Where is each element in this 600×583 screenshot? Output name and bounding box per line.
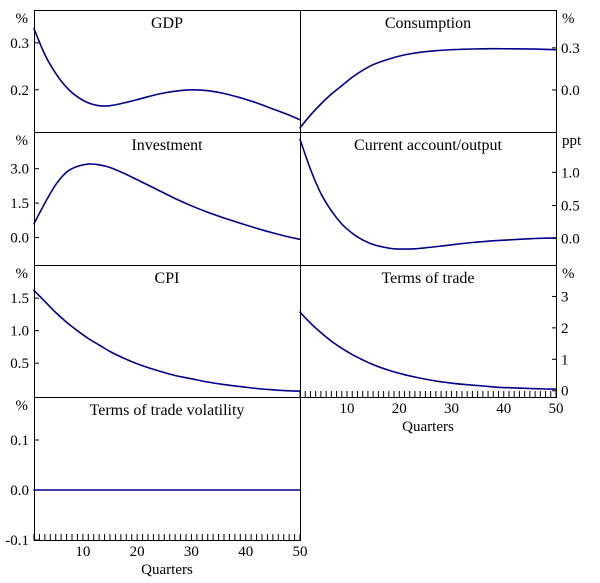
consumption-title: Consumption bbox=[385, 15, 471, 32]
current_account-title: Current account/output bbox=[354, 137, 503, 154]
terms_of_trade-xtick-label: 20 bbox=[392, 401, 407, 417]
current_account-line bbox=[299, 138, 557, 250]
consumption-unit-label: % bbox=[562, 11, 575, 27]
gdp-ytick-label: 0.3 bbox=[10, 36, 29, 52]
terms_of_trade_volatility-title: Terms of trade volatility bbox=[90, 402, 245, 419]
terms_of_trade_volatility-x-axis-title: Quarters bbox=[141, 562, 193, 578]
terms_of_trade_volatility-unit-label: % bbox=[16, 398, 29, 414]
cpi-title: CPI bbox=[155, 270, 180, 287]
terms_of_trade_volatility-xtick-label: 10 bbox=[75, 544, 90, 560]
terms_of_trade-xtick-label: 30 bbox=[444, 401, 459, 417]
consumption-ytick-label: 0.3 bbox=[561, 41, 580, 57]
current_account-unit-label: ppt bbox=[562, 133, 582, 149]
cpi-ytick-label: 0.5 bbox=[10, 356, 29, 372]
terms_of_trade_volatility-panel-border bbox=[34, 397, 301, 541]
terms_of_trade-ytick-label: 3 bbox=[561, 289, 569, 305]
investment-ytick-label: 0.0 bbox=[10, 230, 29, 246]
panel-investment: Investment% 3.0 1.5 0.0 bbox=[10, 132, 301, 266]
investment-line bbox=[33, 163, 301, 241]
terms_of_trade-panel-border bbox=[300, 265, 557, 398]
cpi-unit-label: % bbox=[16, 266, 29, 282]
gdp-line bbox=[33, 28, 301, 121]
cpi-ytick-label: 1.0 bbox=[10, 324, 29, 340]
investment-ytick-label: 1.5 bbox=[10, 196, 29, 212]
gdp-title: GDP bbox=[151, 15, 183, 32]
investment-unit-label: % bbox=[16, 133, 29, 149]
terms_of_trade-unit-label: % bbox=[562, 266, 575, 282]
terms_of_trade-ytick-label: 1 bbox=[561, 352, 569, 368]
terms_of_trade_volatility-xtick-label: 20 bbox=[130, 544, 145, 560]
investment-ytick-label: 3.0 bbox=[10, 162, 29, 178]
panel-consumption: Consumption % 0.3 0.0 bbox=[299, 10, 580, 133]
terms_of_trade_volatility-ytick-label: -0.1 bbox=[5, 533, 29, 549]
cpi-ytick-label: 1.5 bbox=[10, 291, 29, 307]
panel-current_account: Current account/output ppt 1.0 0.5 0.0 bbox=[299, 132, 582, 266]
current_account-ytick-label: 0.5 bbox=[561, 198, 580, 214]
panel-gdp: GDP% 0.3 0.2 bbox=[10, 10, 301, 133]
terms_of_trade_volatility-ytick-label: 0.1 bbox=[10, 433, 29, 449]
panel-terms_of_trade_volatility: Terms of trade volatility% 0.1 0.0 -0.1 10 20… bbox=[5, 397, 308, 578]
terms_of_trade_volatility-xtick-label: 50 bbox=[293, 544, 308, 560]
consumption-line bbox=[299, 47, 557, 129]
terms_of_trade_volatility-xtick-label: 30 bbox=[184, 544, 199, 560]
terms_of_trade-ytick-label: 2 bbox=[561, 321, 569, 337]
cpi-line bbox=[33, 289, 301, 392]
terms_of_trade-ytick-label: 0 bbox=[561, 384, 569, 400]
terms_of_trade_volatility-ytick-label: 0.0 bbox=[10, 483, 29, 499]
current_account-ytick-label: 0.0 bbox=[561, 232, 580, 248]
terms_of_trade-line bbox=[299, 311, 557, 390]
terms_of_trade-title: Terms of trade bbox=[381, 270, 474, 287]
terms_of_trade_volatility-xtick-label: 40 bbox=[238, 544, 253, 560]
gdp-ytick-label: 0.2 bbox=[10, 83, 29, 99]
current_account-ytick-label: 1.0 bbox=[561, 165, 580, 181]
panel-cpi: CPI% 1.5 1.0 0.5 bbox=[10, 265, 301, 398]
investment-title: Investment bbox=[131, 137, 203, 154]
terms_of_trade-x-axis-title: Quarters bbox=[402, 419, 454, 435]
terms_of_trade-xtick-label: 40 bbox=[496, 401, 511, 417]
consumption-ytick-label: 0.0 bbox=[561, 83, 580, 99]
terms_of_trade-xtick-label: 50 bbox=[549, 401, 564, 417]
gdp-unit-label: % bbox=[16, 11, 29, 27]
terms_of_trade-xtick-label: 10 bbox=[340, 401, 355, 417]
